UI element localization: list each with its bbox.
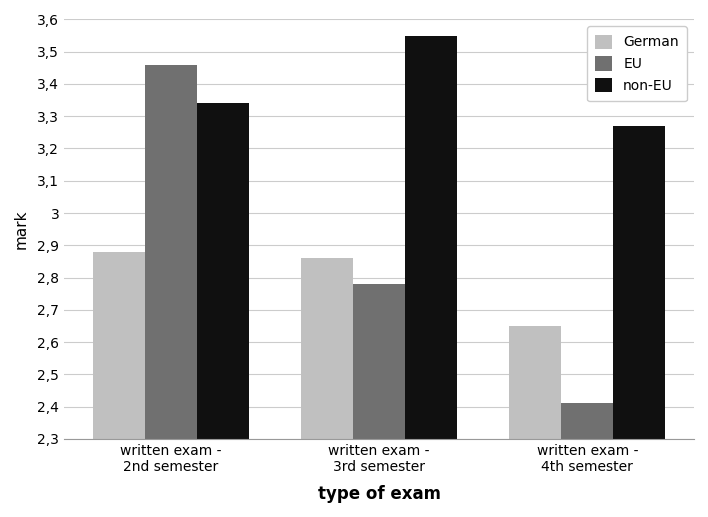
Bar bbox=[613, 126, 666, 439]
Bar bbox=[561, 403, 613, 439]
Legend: German, EU, non-EU: German, EU, non-EU bbox=[587, 26, 687, 101]
Bar bbox=[145, 65, 197, 439]
Bar bbox=[353, 284, 405, 439]
Bar bbox=[93, 252, 145, 439]
Bar bbox=[405, 36, 457, 439]
Bar bbox=[197, 103, 249, 439]
Y-axis label: mark: mark bbox=[14, 209, 29, 249]
Bar bbox=[301, 258, 353, 439]
Bar bbox=[509, 326, 561, 439]
X-axis label: type of exam: type of exam bbox=[318, 485, 440, 503]
